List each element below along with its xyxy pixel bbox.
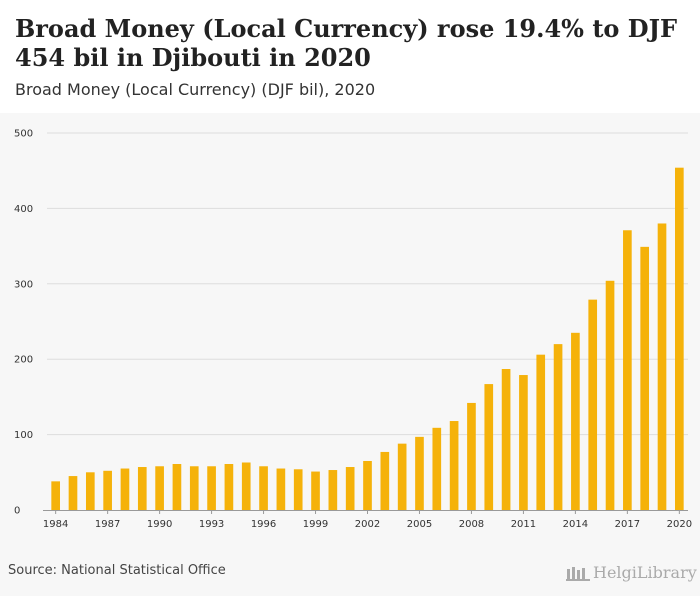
y-axis-ticks: 0 100 200 300 400 500: [14, 129, 33, 517]
chart-header: Broad Money (Local Currency) rose 19.4% …: [0, 0, 700, 113]
bar-1996: [259, 466, 268, 510]
x-tick-label: 2014: [563, 519, 588, 530]
x-tick-label: 1984: [43, 519, 68, 530]
bar-2008: [467, 402, 476, 510]
bar-1985: [68, 476, 78, 510]
y-tick-label: 500: [14, 129, 33, 140]
bar-2006: [432, 427, 442, 510]
y-tick-label: 100: [14, 430, 33, 441]
x-tick-label: 2005: [407, 519, 432, 530]
x-tick-label: 1996: [251, 519, 276, 530]
chart-title: Broad Money (Local Currency) rose 19.4% …: [15, 14, 677, 72]
bar-1998: [293, 469, 303, 510]
bar-1993: [207, 466, 216, 510]
x-tick-label: 2002: [355, 519, 380, 530]
bar-2017: [623, 230, 632, 510]
y-tick-label: 0: [14, 506, 20, 517]
x-tick-label: 2017: [615, 519, 640, 530]
bar-2000: [328, 470, 338, 510]
bar-1988: [120, 468, 130, 510]
y-tick-label: 400: [14, 204, 33, 215]
x-tick-label: 2020: [667, 519, 692, 530]
logo-text: HelgiLibrary: [593, 563, 697, 582]
chart-subtitle: Broad Money (Local Currency) (DJF bil), …: [15, 80, 376, 99]
bar-2007: [449, 421, 459, 510]
x-tick-label: 2011: [511, 519, 536, 530]
source-note: Source: National Statistical Office: [8, 563, 226, 578]
bar-1994: [224, 464, 234, 510]
bar-2018: [640, 246, 650, 510]
x-tick-label: 1999: [303, 519, 328, 530]
bar-2003: [380, 451, 390, 510]
bar-1991: [172, 464, 182, 510]
bar-1986: [85, 472, 95, 510]
bar-2001: [345, 467, 355, 510]
x-axis-ticks: 1984 1987 1990 1993 1996 1999 2002 2005 2008 2011…: [43, 510, 692, 530]
bar-2012: [536, 354, 546, 510]
bar-2002: [363, 460, 372, 510]
y-tick-label: 200: [14, 355, 33, 366]
x-tick-label: 1993: [199, 519, 224, 530]
bar-2009: [484, 384, 494, 510]
bar-1997: [276, 468, 286, 510]
bar-2015: [588, 299, 598, 510]
bar-2010: [501, 369, 511, 510]
bar-chart: 0 100 200 300 400 500 1984 1987 1990 1993 1996 199…: [14, 129, 692, 531]
bar-2019: [657, 223, 667, 510]
x-tick-label: 1987: [95, 519, 120, 530]
bar-1990: [155, 466, 164, 510]
bars: [51, 167, 684, 510]
bar-2011: [519, 375, 528, 510]
bar-1984: [51, 481, 60, 510]
bar-1989: [137, 467, 147, 510]
helgi-library-logo: HelgiLibrary: [566, 563, 697, 582]
gridlines: [47, 132, 688, 436]
bar-1987: [103, 470, 112, 510]
bar-2004: [397, 443, 407, 510]
x-tick-label: 2008: [459, 519, 484, 530]
bar-1999: [311, 471, 320, 510]
bar-2013: [553, 344, 563, 510]
bar-1992: [189, 466, 199, 510]
library-building-icon: [566, 566, 590, 581]
bar-2020: [675, 167, 684, 510]
bar-1995: [241, 462, 251, 510]
bar-2005: [415, 436, 424, 510]
bar-2016: [605, 280, 615, 510]
bar-2014: [571, 332, 580, 510]
y-tick-label: 300: [14, 279, 33, 290]
x-tick-label: 1990: [147, 519, 172, 530]
